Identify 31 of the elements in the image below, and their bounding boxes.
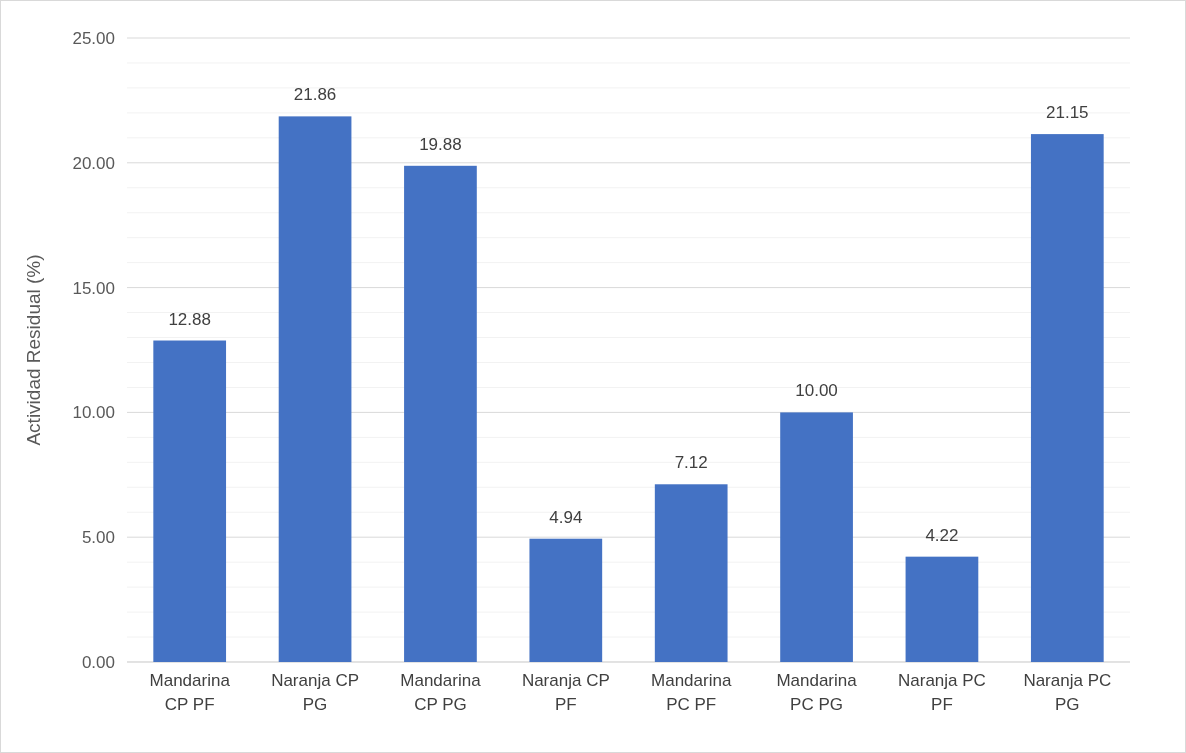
- data-label: 4.94: [549, 507, 583, 527]
- y-tick-label: 15.00: [72, 278, 115, 298]
- y-tick-label: 0.00: [81, 652, 115, 672]
- data-label: 10.00: [795, 381, 838, 401]
- y-tick-label: 20.00: [72, 153, 115, 173]
- bar: [404, 165, 477, 662]
- data-label: 4.22: [925, 525, 959, 545]
- bar: [1030, 134, 1104, 662]
- data-label: 21.15: [1046, 103, 1089, 123]
- y-tick-label: 5.00: [81, 528, 115, 548]
- x-tick-label: Mandarina PC PF: [651, 671, 732, 714]
- x-tick-label: Mandarina CP PG: [400, 671, 482, 714]
- x-tick-label: Mandarina CP PF: [149, 671, 231, 714]
- y-tick-label: 25.00: [72, 28, 115, 48]
- x-tick-label: Naranja CP PF: [521, 671, 610, 714]
- bar: [278, 116, 352, 662]
- data-label: 7.12: [674, 453, 708, 473]
- x-tick-label: Naranja PC PG: [1023, 671, 1112, 714]
- data-label: 12.88: [168, 309, 211, 329]
- x-tick-label: Naranja PC PF: [898, 671, 986, 714]
- data-label: 19.88: [419, 134, 462, 154]
- data-label: 21.86: [293, 85, 337, 105]
- x-tick-label: Naranja CP PG: [271, 671, 359, 714]
- x-tick-label: Mandarina PC PG: [776, 671, 858, 714]
- bar: [654, 484, 728, 662]
- bar: [780, 412, 853, 662]
- bar: [529, 538, 603, 662]
- bar: [153, 340, 227, 662]
- y-tick-label: 10.00: [72, 403, 115, 423]
- y-axis-title: Actividad Residual (%): [23, 254, 44, 446]
- bar: [905, 556, 979, 662]
